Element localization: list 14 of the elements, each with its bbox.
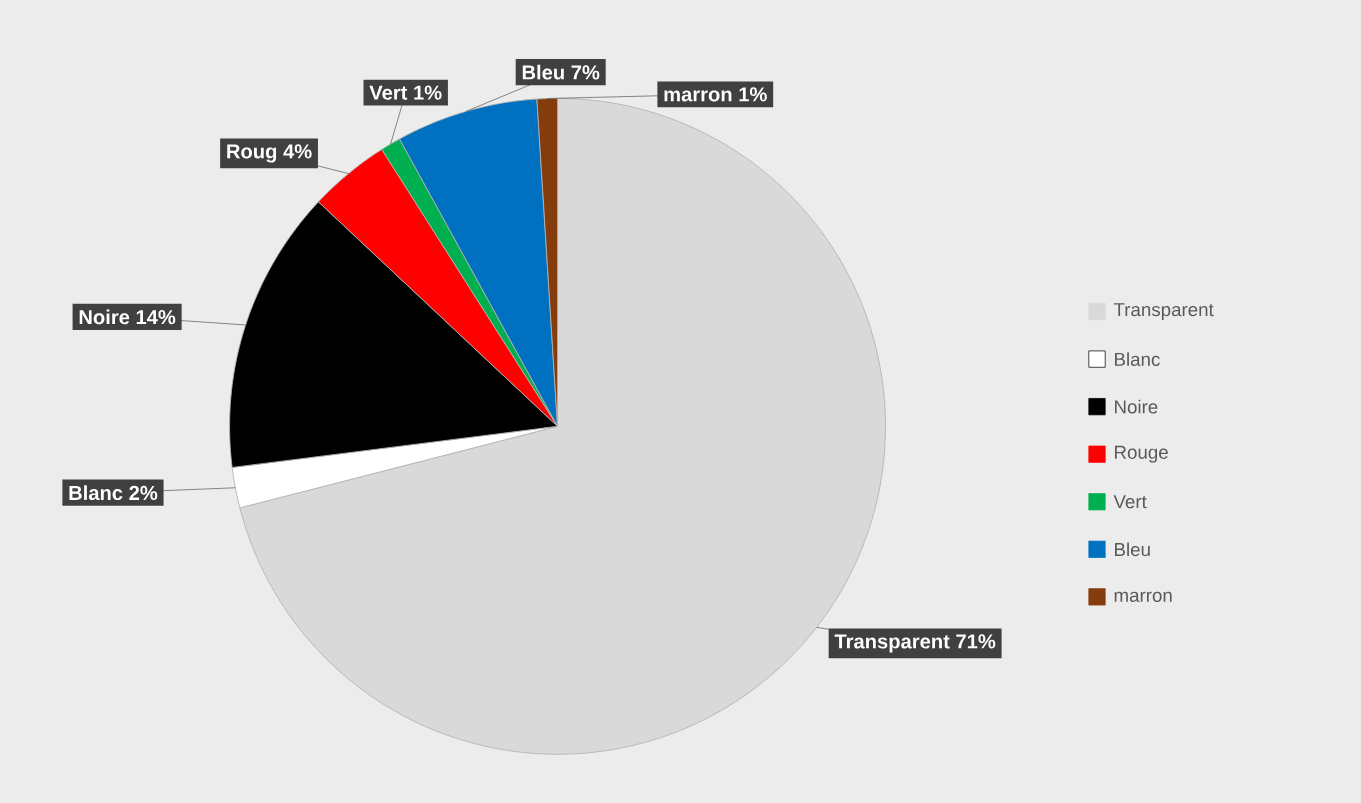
legend-label: marron [1114, 591, 1172, 602]
data-label: Transparent 71% [834, 634, 996, 653]
data-label: marron 1% [664, 87, 767, 102]
data-label: Roug 4% [227, 144, 312, 163]
data-label: Blanc 2% [69, 485, 158, 500]
legend-label: Transparent [1113, 302, 1214, 320]
legend-label: Bleu [1115, 542, 1150, 556]
legend-label: Noire [1115, 399, 1158, 414]
legend-label: Vert [1113, 494, 1147, 509]
data-label: Vert 1% [369, 85, 442, 100]
legend-label: Blanc [1115, 351, 1160, 366]
data-label: Bleu 7% [522, 64, 600, 80]
legend-label: Rouge [1115, 445, 1168, 463]
data-label: Noire 14% [79, 309, 176, 325]
